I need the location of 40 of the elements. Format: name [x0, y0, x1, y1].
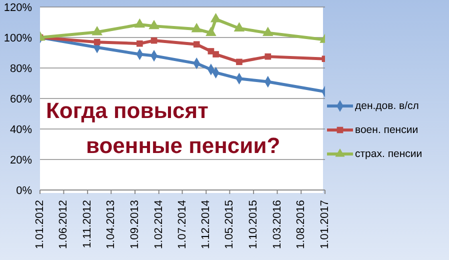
x-tick-label: 1.09.2013	[129, 200, 141, 249]
point	[264, 53, 272, 60]
x-tick-label: 1.06.2012	[58, 200, 70, 249]
y-tick-label: 80%	[10, 62, 32, 75]
point	[150, 37, 158, 44]
point	[148, 20, 160, 30]
x-tick-label: 1.03.2016	[271, 200, 284, 249]
y-tick-label: 100%	[4, 32, 32, 44]
point	[212, 51, 219, 58]
x-tick-label: 1.07.2014	[176, 200, 188, 249]
x-tick-label: 1.04.2013	[105, 200, 118, 249]
point	[136, 40, 143, 47]
point	[236, 58, 242, 66]
y-tick-label: 60%	[10, 93, 32, 106]
point	[134, 18, 146, 28]
x-tick-label: 1.01.2012	[34, 200, 46, 249]
y-tick-label: 20%	[10, 154, 32, 166]
x-tick-label: 1.10.2015	[248, 200, 260, 249]
x-tick-label: 1.08.2016	[295, 200, 308, 249]
x-tick-label: 1.11.2012	[82, 200, 94, 248]
point	[206, 26, 216, 36]
legend-label: страх. пенсии	[355, 148, 422, 160]
x-tick-label: 1.01.2017	[319, 200, 331, 249]
point	[262, 26, 274, 36]
x-tick-label: 1.12.2014	[200, 200, 212, 249]
point	[234, 22, 245, 32]
y-tick-label: 0%	[16, 184, 32, 197]
point	[191, 22, 202, 32]
point	[210, 12, 222, 22]
point	[193, 41, 200, 48]
x-tick-label: 1.05.2015	[224, 200, 236, 249]
annotation: Когда повысят	[46, 98, 208, 124]
point	[94, 38, 100, 46]
x-tick-label: 1.02.2014	[152, 200, 165, 249]
legend-label: воен. пенсии	[355, 124, 418, 136]
y-tick-label: 120%	[4, 2, 32, 14]
annotation: военные пенсии?	[86, 133, 280, 159]
y-tick-label: 40%	[10, 124, 32, 136]
legend-label: ден.дов. в/сл	[355, 100, 419, 112]
point	[92, 26, 102, 36]
